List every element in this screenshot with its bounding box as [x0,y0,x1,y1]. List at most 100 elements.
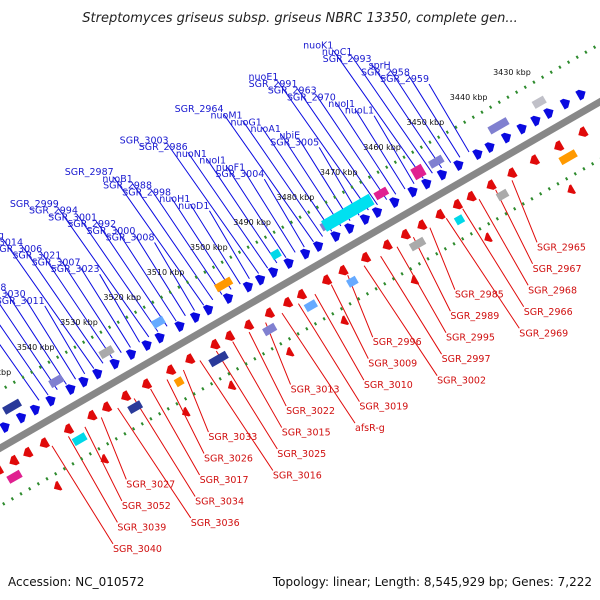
reverse-leader-line [330,284,369,359]
forward-leader-line [0,343,40,401]
forward-gene-arrow [299,248,311,260]
forward-leader-line [187,151,269,269]
forward-feature-block [428,154,445,169]
kbp-tick-label: 3500 kbp [190,243,228,252]
forward-gene-label: SGR_3001 [48,212,97,223]
forward-gene-label: nuoE1 [248,72,278,83]
reverse-gene-arrow [410,274,420,285]
forward-gene-arrow [330,231,341,242]
reverse-gene-label: SGR_2965 [537,242,586,253]
reverse-gene-arrow [23,446,34,458]
reverse-feature-block [208,350,229,368]
forward-gene-label: SGR_2986 [139,142,188,153]
reverse-gene-arrow [466,190,477,202]
forward-feature-block [2,398,22,415]
reverse-gene-label: SGR_3015 [282,428,331,439]
forward-gene-arrow [283,258,294,269]
reverse-feature-block [173,376,185,388]
forward-gene-arrow [15,412,27,424]
forward-gene-label: SGR_3007 [32,258,81,269]
kbp-tick-label: 3430 kbp [493,68,531,77]
forward-gene-label: nuoN1 [176,149,207,160]
forward-gene-label: SGR_3023 [51,264,100,275]
kbp-tick-label: 3530 kbp [60,318,98,327]
reverse-gene-label: SGR_3017 [200,475,249,486]
reverse-feature-block [408,236,427,252]
forward-gene-arrow [389,197,400,208]
reverse-leader-line [380,255,442,355]
kbp-tick-label: 3470 kbp [320,168,358,177]
reverse-leader-line [182,369,209,433]
forward-leader-line [115,228,177,322]
forward-leader-line [3,240,95,369]
forward-gene-label: SGR_2959 [380,74,429,85]
reverse-gene-arrow [484,232,493,242]
forward-gene-arrow [45,395,56,407]
forward-leader-line [44,305,86,375]
forward-gene-label: SGR_3030 [0,289,26,300]
reverse-feature-block [262,322,278,337]
forward-leader-line [80,267,131,348]
forward-leader-line [206,158,278,264]
forward-gene-label: nuoF1 [216,162,245,173]
reverse-leader-line [51,445,114,545]
forward-leader-line [96,222,168,327]
forward-gene-arrow [344,223,355,234]
forward-leader-line [154,242,195,311]
forward-gene-label: SGR_2964 [175,104,224,115]
forward-gene-label: SGR_3011 [0,296,45,307]
reverse-gene-label: SGR_3002 [437,376,486,387]
forward-gene-label: ubiE [279,131,300,142]
forward-feature-block [269,248,282,261]
forward-gene-label: SGR_2998 [122,187,171,198]
reverse-leader-line [133,398,196,497]
forward-leader-line [151,190,223,295]
forward-gene-label: nuoL1 [345,106,374,117]
genome-title: Streptomyces griseus subsp. griseus NBRC… [82,11,517,26]
forward-gene-arrow [189,312,201,323]
forward-leader-line [316,95,388,200]
forward-gene-arrow [543,108,554,119]
reverse-gene-arrow [63,423,75,434]
forward-gene-arrow [254,274,266,286]
forward-gene-arrow [109,358,120,370]
reverse-gene-arrow [141,378,153,389]
reverse-gene-arrow [554,140,565,151]
label-leader-lines [0,50,538,545]
reverse-feature-block [71,432,88,447]
forward-gene-arrow [484,142,495,153]
forward-gene-arrow [141,340,152,351]
reverse-gene-arrow [286,346,295,357]
reverse-gene-arrow [121,390,132,401]
forward-leader-line [390,70,452,163]
reverse-leader-line [445,218,520,329]
forward-gene-arrow [421,178,432,190]
forward-feature-block [214,276,234,293]
kbp-tick-label: 3550 kbp [0,368,11,377]
reverse-leader-line [248,331,287,407]
forward-gene-arrow [65,384,76,395]
reverse-gene-label: SGR_2968 [528,285,577,296]
kbp-tick-label: 3540 kbp [17,343,55,352]
reverse-feature-block [558,149,578,166]
forward-gene-label: SGR_3008 [106,233,155,244]
forward-leader-line [354,108,406,190]
reverse-gene-arrow [283,296,294,308]
genome-summary: Topology: linear; Length: 8,545,929 bp; … [272,575,592,589]
kbp-tick-label: 3520 kbp [103,293,141,302]
reverse-gene-label: SGR_2966 [524,307,573,318]
reverse-leader-line [199,360,274,471]
reverse-gene-label: afsR-g [355,423,385,434]
reverse-gene-arrow [182,406,191,417]
forward-gene-label: nuoG1 [231,117,262,128]
reverse-leader-line [478,199,529,286]
forward-gene-label: SGR_3000 [86,226,135,237]
forward-gene-label: SGR_2994 [29,206,78,217]
reverse-gene-arrow [210,338,221,350]
reverse-gene-label: SGR_2995 [446,333,495,344]
forward-gene-label: SGR_3005 [270,137,319,148]
reverse-gene-arrow [0,465,5,475]
forward-leader-line [332,50,424,179]
kbp-tick-label: 3490 kbp [233,218,271,227]
